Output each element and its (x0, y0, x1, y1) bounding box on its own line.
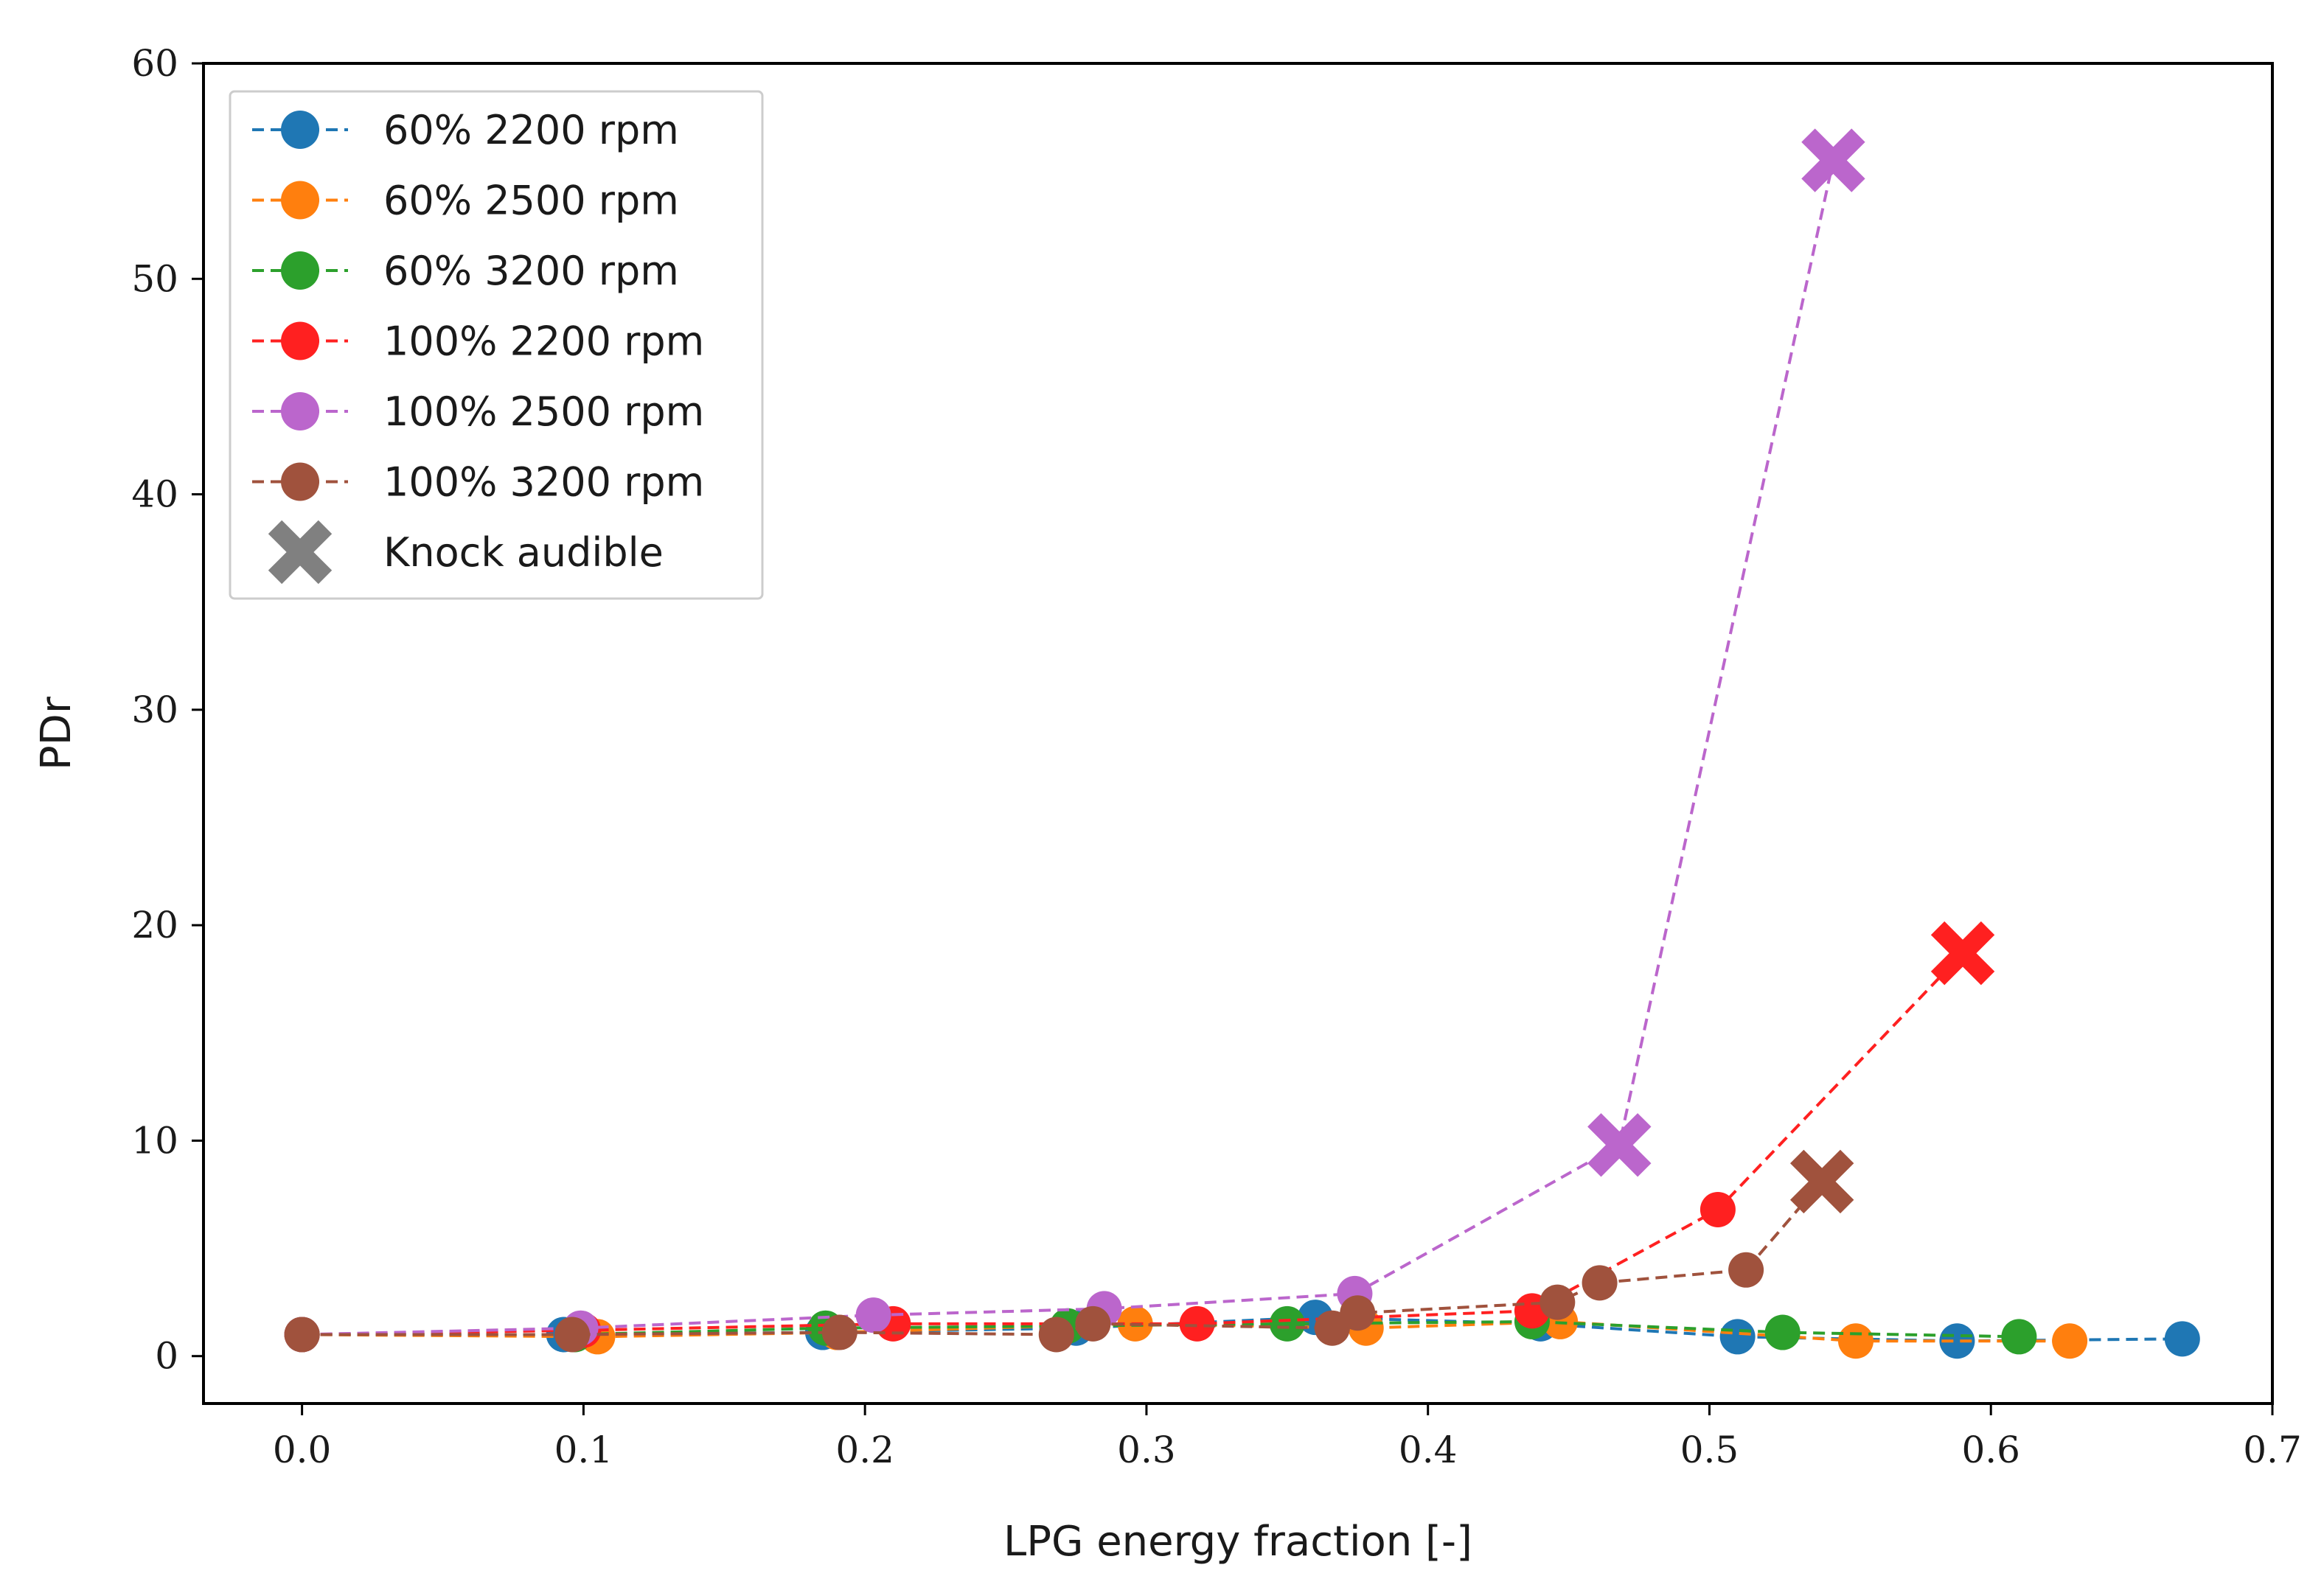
legend-item: 60% 3200 rpm (252, 248, 679, 294)
legend-item: 100% 2500 rpm (252, 388, 704, 435)
legend-marker (281, 181, 319, 220)
plot-frame (202, 62, 2274, 1405)
data-point (1699, 1191, 1736, 1227)
series-5 (284, 1149, 1854, 1353)
legend-label: 100% 2500 rpm (383, 388, 704, 435)
knock-marker (1587, 1113, 1652, 1177)
legend-marker (281, 111, 319, 149)
legend-label: 60% 2500 rpm (383, 178, 679, 224)
y-axis-label: PDr (32, 696, 80, 770)
legend-item: 60% 2200 rpm (252, 107, 679, 153)
x-tick-label: 0.1 (554, 1429, 613, 1471)
data-point (821, 1314, 857, 1350)
knock-marker (1930, 921, 1995, 986)
legend-marker (281, 462, 319, 501)
data-point (2001, 1319, 2037, 1355)
legend-marker (268, 520, 333, 585)
legend-label: 60% 3200 rpm (383, 248, 679, 294)
data-point (2164, 1321, 2200, 1357)
legend-item: 100% 2200 rpm (252, 318, 704, 365)
data-point (1540, 1284, 1576, 1320)
y-tick-label: 60 (131, 42, 178, 85)
x-axis: 0.0 0.1 0.2 0.3 0.4 0.5 0.6 0.7 (273, 1404, 2302, 1471)
legend-item: 60% 2500 rpm (252, 178, 679, 224)
x-tick-label: 0.0 (273, 1429, 332, 1471)
x-tick-label: 0.6 (1961, 1429, 2020, 1471)
legend-box (229, 90, 764, 600)
y-tick-label: 10 (131, 1119, 178, 1162)
legend-item: 100% 3200 rpm (252, 459, 704, 506)
data-point (1719, 1319, 1756, 1355)
x-axis-label: LPG energy fraction [-] (1003, 1518, 1472, 1566)
data-point (1179, 1305, 1215, 1342)
data-point (2052, 1323, 2088, 1359)
y-tick-label: 50 (131, 257, 178, 300)
data-point (1728, 1252, 1764, 1288)
data-point (1837, 1323, 1874, 1359)
data-point (1038, 1317, 1074, 1353)
knock-marker (1801, 128, 1865, 192)
legend-label: Knock audible (383, 529, 664, 576)
data-point (1764, 1314, 1801, 1350)
data-point (1269, 1305, 1305, 1342)
legend-marker (281, 392, 319, 430)
y-tick-label: 40 (131, 473, 178, 516)
data-point (855, 1297, 891, 1333)
data-point (284, 1317, 320, 1353)
y-tick-label: 0 (155, 1335, 178, 1378)
x-tick-label: 0.4 (1399, 1429, 1458, 1471)
data-point (1340, 1295, 1376, 1331)
legend-item: Knock audible (268, 520, 664, 585)
y-axis: 0 10 20 30 40 50 60 (131, 42, 203, 1378)
legend-label: 60% 2200 rpm (383, 107, 679, 153)
legend-label: 100% 3200 rpm (383, 459, 704, 506)
x-tick-label: 0.7 (2243, 1429, 2302, 1471)
y-tick-label: 20 (131, 904, 178, 946)
legend: 60% 2200 rpm 60% 2500 rpm 60% 3200 rpm 100%… (229, 90, 764, 600)
legend-marker (281, 251, 319, 290)
series-line (302, 1180, 1823, 1336)
x-tick-label: 0.5 (1680, 1429, 1739, 1471)
series-layer (284, 128, 2200, 1359)
knock-marker (1789, 1149, 1854, 1214)
data-point (554, 1317, 591, 1353)
legend-marker (281, 321, 319, 360)
y-tick-label: 30 (131, 688, 178, 731)
legend-label: 100% 2200 rpm (383, 318, 704, 365)
data-point (1582, 1265, 1618, 1301)
data-point (1075, 1305, 1111, 1342)
data-point (1939, 1323, 1975, 1359)
x-tick-label: 0.2 (835, 1429, 894, 1471)
x-tick-label: 0.3 (1117, 1429, 1176, 1471)
